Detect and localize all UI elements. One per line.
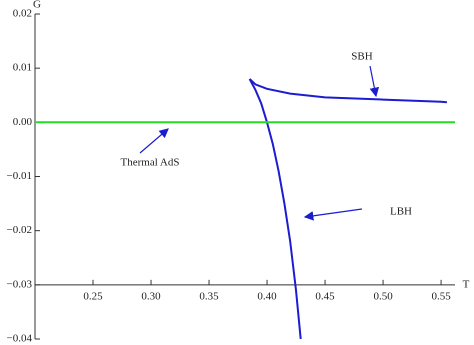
y-axis-label: G	[33, 0, 41, 11]
annotation-arrow	[139, 128, 169, 154]
y-tick-label: −0.04	[7, 333, 33, 345]
x-axis-label: T	[463, 279, 470, 291]
y-tick-label: −0.02	[7, 224, 32, 236]
x-tick-label: 0.25	[83, 290, 103, 302]
series-annotation: SBH	[351, 51, 372, 63]
annotation-arrow	[303, 208, 363, 221]
x-tick-label: 0.45	[315, 290, 335, 302]
series-annotation: Thermal AdS	[121, 157, 180, 169]
x-tick-label: 0.30	[141, 290, 161, 302]
line-series	[248, 78, 447, 104]
y-tick-label: 0.00	[13, 116, 33, 128]
x-tick-label: 0.55	[431, 290, 451, 302]
y-tick-label: 0.01	[13, 62, 32, 74]
y-tick-label: −0.01	[7, 170, 32, 182]
series-annotation: LBH	[390, 206, 412, 218]
x-tick-label: 0.50	[373, 290, 393, 302]
y-tick-label: −0.03	[7, 278, 33, 290]
annotation-arrow	[369, 65, 380, 98]
line-series	[248, 78, 302, 340]
x-tick-label: 0.35	[199, 290, 219, 302]
x-tick-label: 0.40	[257, 290, 277, 302]
y-tick-label: 0.02	[13, 8, 32, 20]
